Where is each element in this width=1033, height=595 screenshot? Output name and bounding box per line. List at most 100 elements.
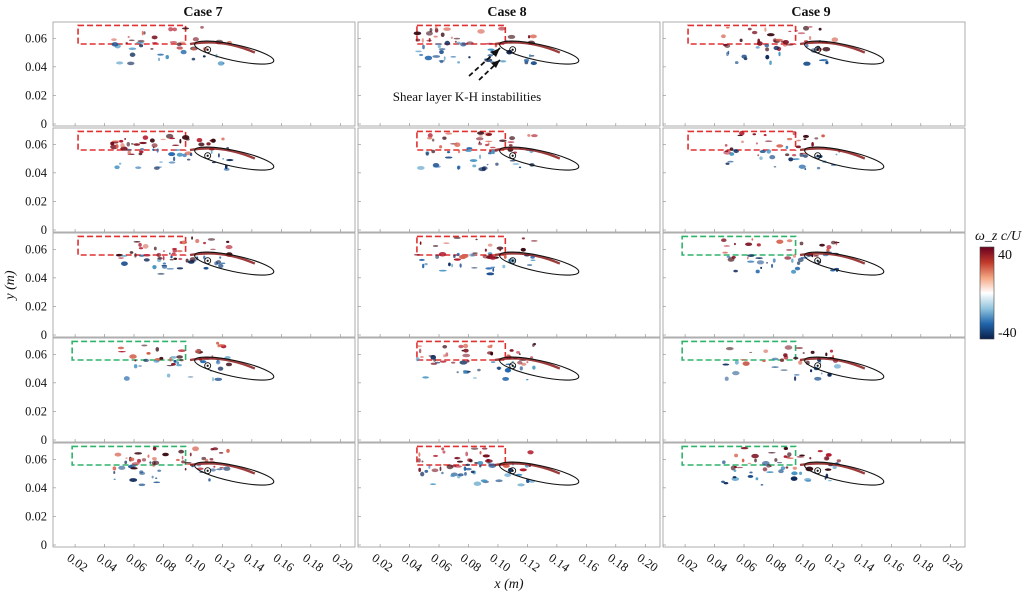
colorbar-max-label: 40 bbox=[998, 248, 1012, 263]
hydrofoil-outline bbox=[499, 40, 580, 65]
vorticity-panel bbox=[357, 337, 661, 443]
pivot-marker bbox=[204, 362, 212, 370]
x-tick-label: 0.20 bbox=[330, 551, 356, 575]
y-tick-label: 0.06 bbox=[25, 242, 47, 256]
x-tick-label: 0.08 bbox=[153, 551, 179, 575]
x-tick-label: 0.10 bbox=[182, 551, 208, 575]
hydrofoil-outline bbox=[804, 146, 885, 171]
hydrofoil-outline bbox=[804, 251, 885, 276]
pivot-marker bbox=[509, 257, 517, 265]
recirculation-box bbox=[681, 340, 797, 361]
panel-frame bbox=[662, 442, 966, 548]
recirculation-box bbox=[681, 445, 797, 466]
x-tick-labels: 0.02 0.04 0.06 0.08 0.10 0.12 0.14 0.16 0.18 0.20… bbox=[64, 551, 965, 575]
x-tick-label: 0.08 bbox=[458, 551, 484, 575]
vorticity-panel bbox=[357, 442, 661, 548]
hydrofoil-outline bbox=[499, 461, 580, 486]
panel-frame bbox=[357, 232, 661, 338]
vorticity-panel bbox=[52, 232, 356, 338]
x-tick-label: 0.02 bbox=[64, 551, 90, 575]
colorbar: ω_z c/U 40 -40 bbox=[975, 229, 1022, 341]
x-tick-label: 0.18 bbox=[910, 551, 936, 575]
hydrofoil-outline bbox=[194, 251, 275, 276]
x-tick-label: 0.06 bbox=[123, 551, 149, 575]
colorbar-gradient bbox=[979, 246, 995, 340]
annotation-arrowhead-2 bbox=[491, 60, 500, 68]
x-tick-label: 0.12 bbox=[517, 551, 543, 575]
panel-frame bbox=[662, 337, 966, 443]
pivot-marker bbox=[814, 152, 822, 160]
pivot-marker bbox=[509, 362, 517, 370]
pivot-marker bbox=[509, 467, 517, 475]
y-tick-label: 0 bbox=[41, 538, 47, 552]
panel-frame bbox=[52, 232, 356, 338]
x-tick-label: 0.10 bbox=[792, 551, 818, 575]
y-tick-label: 0 bbox=[41, 223, 47, 237]
panel-frame bbox=[357, 337, 661, 443]
y-tick-label: 0.06 bbox=[25, 452, 47, 466]
y-axis-label: y (m) bbox=[3, 270, 18, 301]
x-tick-label: 0.12 bbox=[822, 551, 848, 575]
panel-frame bbox=[52, 337, 356, 443]
hydrofoil-outline bbox=[194, 461, 275, 486]
x-tick-label: 0.02 bbox=[369, 551, 395, 575]
pivot-marker bbox=[509, 152, 517, 160]
panel-frame bbox=[662, 21, 966, 127]
y-tick-label: 0.04 bbox=[25, 166, 48, 180]
y-tick-label: 0.04 bbox=[25, 60, 48, 74]
x-tick-label: 0.20 bbox=[635, 551, 661, 575]
x-tick-label: 0.18 bbox=[300, 551, 326, 575]
x-tick-label: 0.02 bbox=[674, 551, 700, 575]
vorticity-panel bbox=[357, 232, 661, 338]
vorticity-panel bbox=[357, 21, 661, 127]
vorticity-panel bbox=[662, 337, 966, 443]
vorticity-panel bbox=[662, 232, 966, 338]
hydrofoil-outline bbox=[804, 40, 885, 65]
vorticity-panel bbox=[662, 127, 966, 233]
annotation: Shear layer K-H instabilities bbox=[393, 47, 541, 104]
hydrofoil-outline bbox=[499, 251, 580, 276]
pivot-marker bbox=[814, 46, 822, 54]
x-tick-label: 0.16 bbox=[576, 551, 602, 575]
colorbar-min-label: -40 bbox=[998, 326, 1017, 341]
x-tick-label: 0.14 bbox=[546, 551, 573, 575]
panel-frame bbox=[52, 21, 356, 127]
vorticity-panel bbox=[662, 442, 966, 548]
x-tick-label: 0.14 bbox=[851, 551, 878, 575]
y-tick-label: 0.04 bbox=[25, 271, 48, 285]
annotation-arrowhead-1 bbox=[491, 48, 500, 57]
y-tick-label: 0.02 bbox=[25, 299, 47, 313]
panel-frame bbox=[662, 127, 966, 233]
x-tick-label: 0.20 bbox=[940, 551, 966, 575]
y-tick-label: 0.02 bbox=[25, 509, 47, 523]
y-tick-label: 0.06 bbox=[25, 347, 47, 361]
panel-frame bbox=[357, 442, 661, 548]
x-tick-label: 0.16 bbox=[881, 551, 907, 575]
column-titles: Case 7 Case 8 Case 9 bbox=[183, 5, 830, 20]
y-tick-label: 0.04 bbox=[25, 376, 48, 390]
x-tick-label: 0.04 bbox=[399, 551, 426, 575]
x-tick-label: 0.04 bbox=[94, 551, 121, 575]
pivot-marker bbox=[204, 467, 212, 475]
pivot-marker bbox=[204, 257, 212, 265]
vorticity-panel bbox=[52, 337, 356, 443]
y-tick-label: 0.02 bbox=[25, 404, 47, 418]
colorbar-label: ω_z c/U bbox=[975, 229, 1022, 244]
pivot-marker bbox=[204, 46, 212, 54]
panel-grid bbox=[52, 21, 966, 548]
y-tick-label: 0 bbox=[41, 433, 47, 447]
pivot-marker bbox=[814, 257, 822, 265]
vorticity-panel bbox=[52, 442, 356, 548]
column-title-case-8: Case 8 bbox=[487, 5, 526, 20]
panel-frame bbox=[357, 21, 661, 127]
y-tick-label: 0.04 bbox=[25, 481, 48, 495]
recirculation-box bbox=[71, 445, 187, 466]
recirculation-box bbox=[681, 235, 797, 256]
y-tick-label: 0.02 bbox=[25, 194, 47, 208]
pivot-marker bbox=[814, 467, 822, 475]
x-tick-label: 0.14 bbox=[241, 551, 268, 575]
pivot-marker bbox=[814, 362, 822, 370]
x-tick-label: 0.12 bbox=[212, 551, 238, 575]
hydrofoil-outline bbox=[194, 356, 275, 381]
